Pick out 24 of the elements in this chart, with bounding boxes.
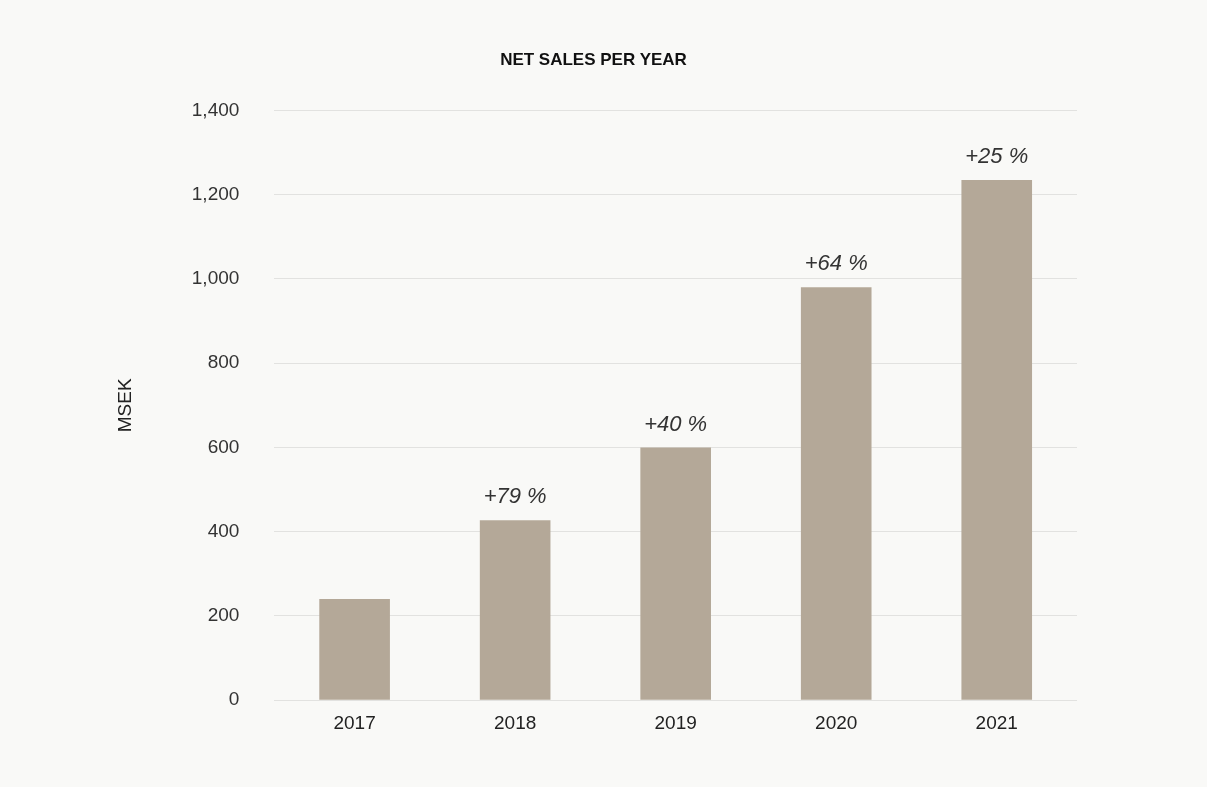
- y-tick-label: 400: [207, 519, 240, 541]
- annotation: +25 %: [965, 143, 1029, 169]
- y-tick-label: 1,200: [191, 182, 240, 204]
- y-tick-label: 0: [228, 688, 240, 710]
- x-tick-label: 2019: [654, 711, 697, 733]
- annotation: +64 %: [804, 250, 868, 276]
- x-tick-label: 2017: [333, 711, 376, 733]
- y-tick-label: 600: [207, 435, 240, 457]
- bar: [961, 179, 1033, 700]
- annotation: +40 %: [644, 410, 708, 436]
- y-tick-label: 800: [207, 351, 240, 373]
- annotation: +79 %: [483, 483, 547, 509]
- y-axis-title: MSEK: [113, 378, 135, 433]
- bar: [319, 599, 390, 700]
- chart-title: NET SALES PER YEAR: [500, 49, 687, 69]
- y-tick-label: 200: [207, 604, 240, 626]
- bar: [800, 287, 872, 700]
- x-tick-label: 2021: [975, 711, 1018, 733]
- x-tick-label: 2018: [494, 711, 537, 733]
- bar: [640, 447, 711, 700]
- x-tick-label: 2020: [815, 711, 858, 733]
- y-tick-label: 1,000: [191, 267, 240, 289]
- y-tick-label: 1,400: [191, 98, 240, 120]
- bar: [479, 520, 551, 700]
